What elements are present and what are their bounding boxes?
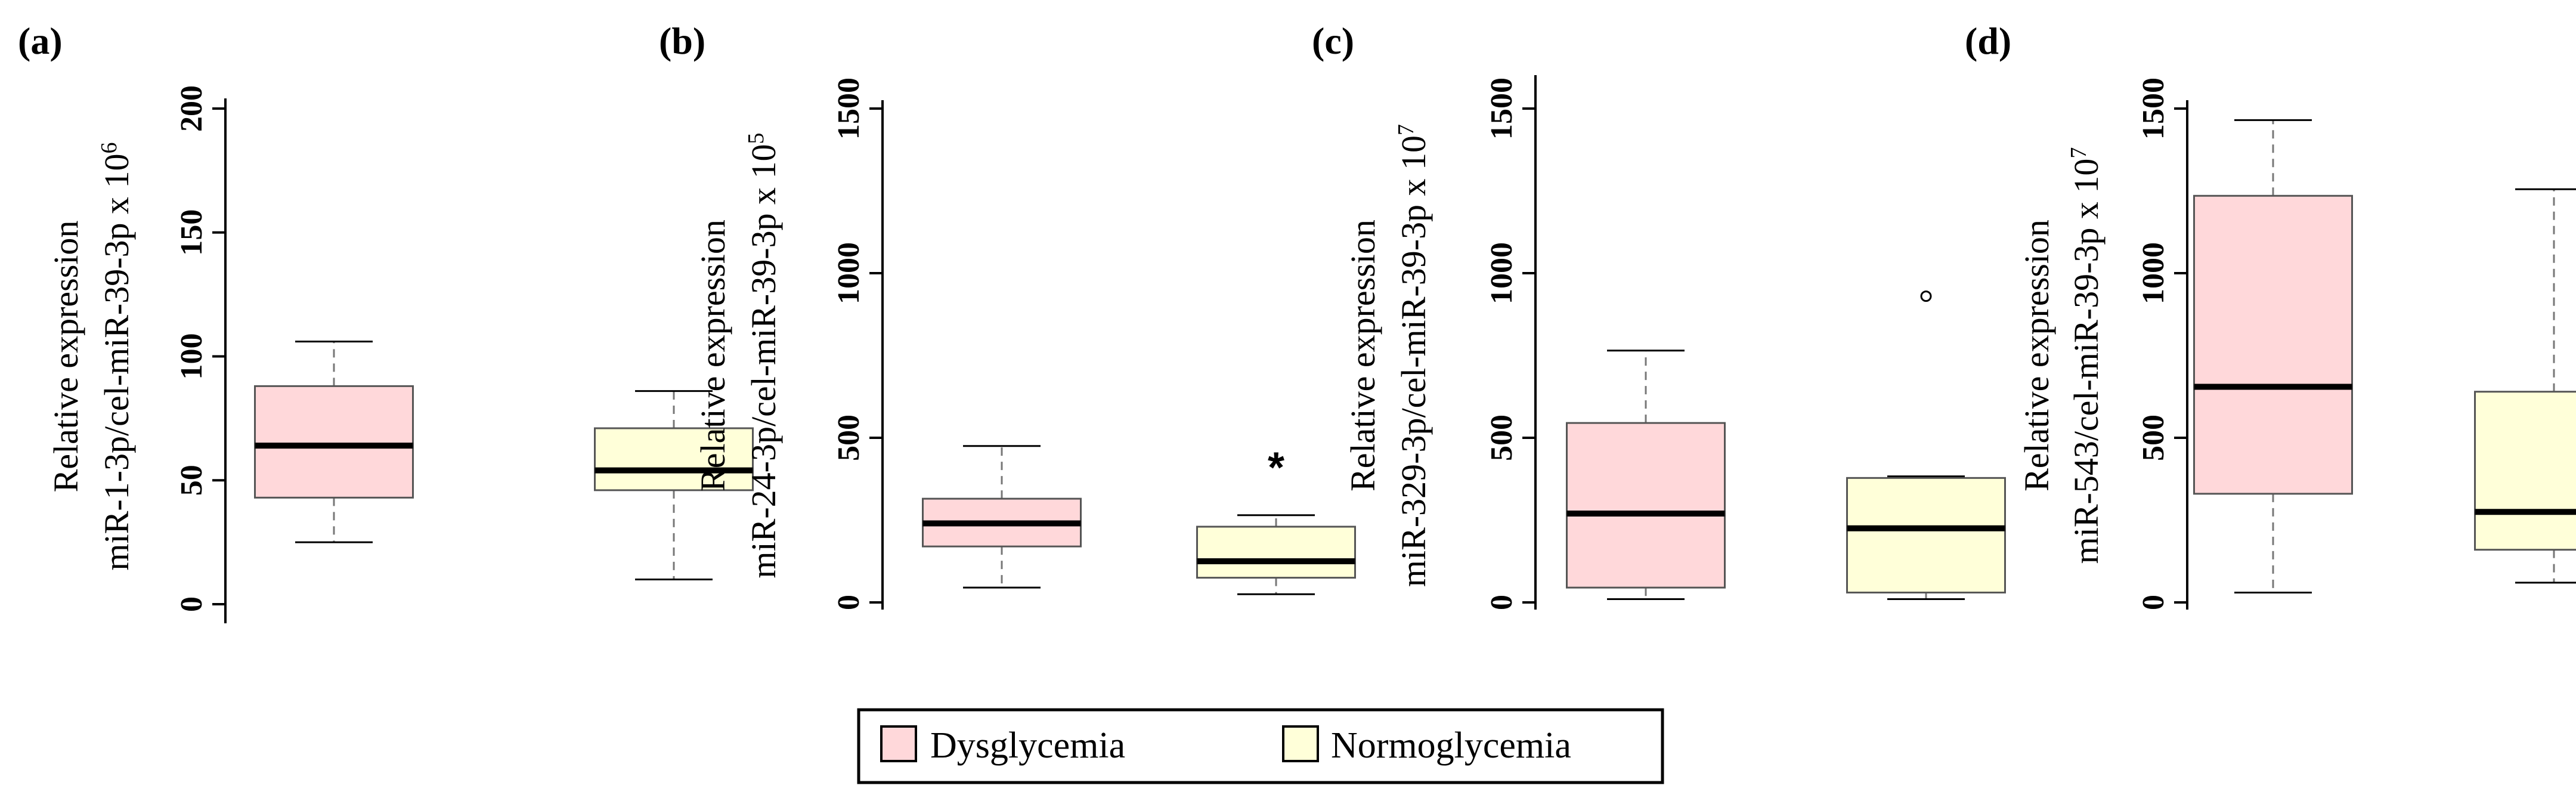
y-tick-label: 1500 [2137,78,2171,140]
y-axis-label-text: miR-543/cel-miR-39-3p x 10 [2067,159,2106,564]
y-tick-label: 150 [175,209,209,256]
panel-letter: (a) [18,20,63,62]
y-tick-label: 0 [2137,595,2171,610]
y-axis-label-line1: Relative expression [693,219,732,491]
y-axis-label-line1: Relative expression [47,221,85,493]
y-axis-label-line2: miR-329-3p/cel-miR-39-3p x 107 [1394,124,1433,587]
legend-swatch-normoglycemia [1282,725,1319,762]
panel-letter: (d) [1965,20,2011,62]
legend-frame [857,708,1664,784]
y-axis-label-text: miR-329-3p/cel-miR-39-3p x 10 [1394,135,1433,587]
y-axis-label-text: miR-1-3p/cel-miR-39-3p x 10 [97,153,136,570]
panel-a: (a) 0 50 100 150 200 Relative expression miR-1-… [18,20,754,623]
y-tick-label: 1000 [2137,242,2171,304]
y-tick-label: 1000 [1485,242,1519,304]
panel-b: (b) 0 500 1000 1500 Relative expression miR-24… [659,20,1356,610]
y-axis-label-exponent: 7 [1394,124,1419,135]
y-axis-label-exponent: 6 [97,142,122,153]
y-tick-label: 200 [175,85,209,132]
box-dysglycemia [254,385,414,499]
panel-letter: (c) [1312,20,1354,62]
box-dysglycemia [2193,194,2353,495]
box-normoglycemia [1846,477,2006,593]
y-axis-label-line1: Relative expression [2017,219,2056,491]
y-tick-label: 1000 [832,242,866,304]
y-tick-label: 50 [175,465,209,496]
y-tick-label: 0 [832,595,866,610]
legend-label-dysglycemia: Dysglycemia [930,725,1125,766]
box-normoglycemia [594,427,754,491]
y-tick-label: 500 [1485,415,1519,461]
y-tick-label: 1500 [1485,78,1519,140]
y-tick-label: 1500 [832,78,866,140]
box-normoglycemia [1196,525,1356,579]
y-axis-label-line2: miR-543/cel-miR-39-3p x 107 [2066,147,2106,564]
y-axis-label-line2: miR-1-3p/cel-miR-39-3p x 106 [97,142,136,570]
y-tick-label: 0 [1485,595,1519,610]
y-tick-label: 500 [832,415,866,461]
y-axis-label-text: miR-24-3p/cel-miR-39-3p x 10 [744,144,783,578]
legend: Dysglycemia Normoglycemia [857,708,1664,784]
panel-c: (c) 0 500 1000 1500 Relative expression miR-32… [1312,20,2006,610]
outlier-point-normoglycemia [1920,290,1932,302]
y-axis-label-exponent: 5 [744,132,769,144]
y-tick-label: 0 [175,596,209,612]
significance-marker: * [1268,444,1284,492]
y-axis-label-line2: miR-24-3p/cel-miR-39-3p x 105 [744,132,783,578]
box-normoglycemia [2474,391,2576,551]
legend-label-normoglycemia: Normoglycemia [1331,725,1571,766]
box-dysglycemia [1566,422,1726,589]
y-axis-label-exponent: 7 [2066,147,2091,159]
y-tick-label: 500 [2137,415,2171,461]
y-axis-label-line1: Relative expression [1343,219,1382,491]
panel-d: (d) 0 500 1000 1500 Relative expression miR-54… [1965,20,2576,610]
y-tick-label: 100 [175,333,209,380]
panel-letter: (b) [659,20,705,62]
legend-swatch-dysglycemia [880,725,917,762]
